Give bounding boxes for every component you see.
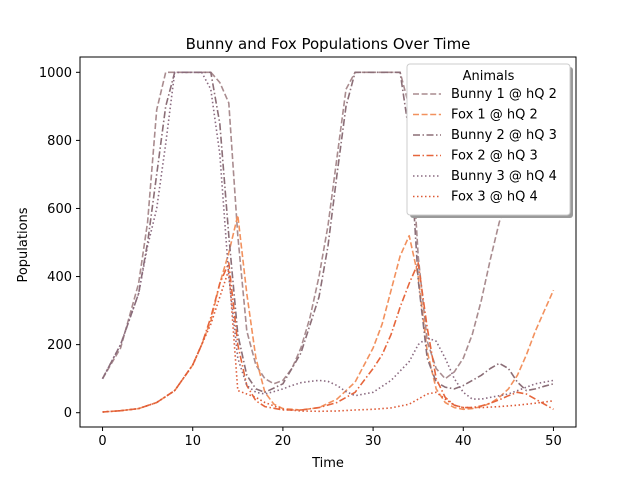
y-axis: 0 200 400 600 800 1000 <box>39 66 80 421</box>
y-axis-label: Populations <box>16 207 31 282</box>
legend-entry-label: Fox 1 @ hQ 2 <box>451 108 538 123</box>
legend-entry-label: Bunny 1 @ hQ 2 <box>451 87 557 102</box>
y-tick-label: 800 <box>47 134 72 149</box>
series-line-fox-3-hq-4 <box>102 268 554 413</box>
legend-box <box>406 63 571 216</box>
plot-area <box>101 71 555 413</box>
x-axis-label: Time <box>311 456 344 471</box>
x-tick-label: 10 <box>184 434 201 449</box>
y-tick-label: 400 <box>47 270 72 285</box>
x-tick-label: 30 <box>365 434 382 449</box>
plot-frame <box>79 56 577 428</box>
y-tick-label: 1000 <box>39 66 72 81</box>
y-tick-label: 200 <box>47 338 72 353</box>
series-line-bunny-1-hq-2 <box>101 71 510 385</box>
legend-entry-label: Fox 3 @ hQ 4 <box>451 190 538 205</box>
legend-title: Animals <box>463 69 515 84</box>
x-tick-label: 40 <box>455 434 472 449</box>
x-tick-label: 50 <box>545 434 562 449</box>
y-tick-label: 0 <box>64 406 72 421</box>
x-tick-label: 0 <box>98 434 106 449</box>
series-line-fox-2-hq-3 <box>102 262 554 413</box>
y-tick-label: 600 <box>47 202 72 217</box>
legend: Animals Bunny 1 @ hQ 2 Fox 1 @ hQ 2 Bunny 2… <box>406 63 573 218</box>
legend-entry-label: Bunny 3 @ hQ 4 <box>451 169 557 184</box>
series-line-bunny-2-hq-3 <box>101 71 554 394</box>
legend-entry-label: Fox 2 @ hQ 3 <box>451 149 538 164</box>
legend-entry-label: Bunny 2 @ hQ 3 <box>451 128 557 143</box>
x-tick-label: 20 <box>275 434 292 449</box>
x-axis: 0 10 20 30 40 50 <box>98 427 562 449</box>
chart-title: Bunny and Fox Populations Over Time <box>186 35 471 53</box>
